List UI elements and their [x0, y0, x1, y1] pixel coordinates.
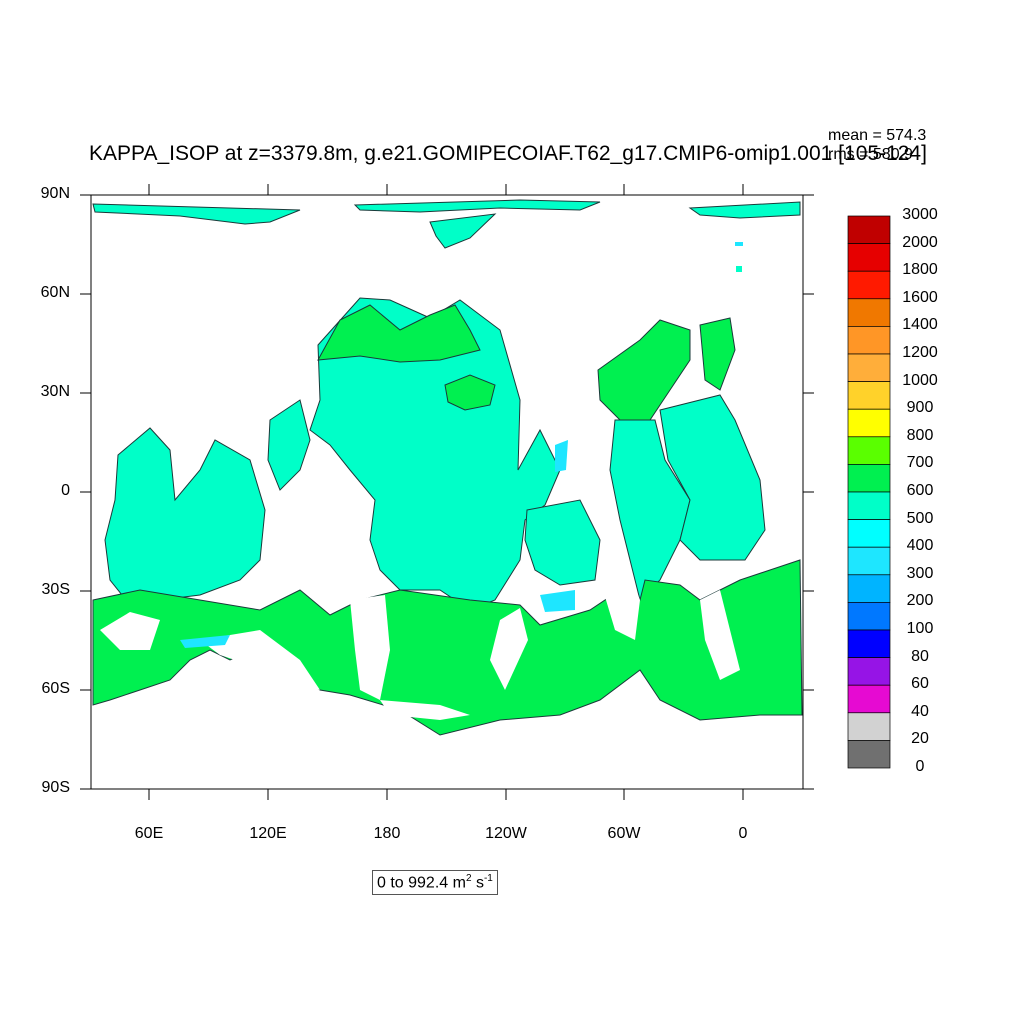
colorbar-label: 1000 [902, 371, 938, 389]
colorbar [847, 215, 891, 769]
colorbar-box [847, 712, 891, 741]
arctic-ocean [429, 213, 497, 249]
colorbar-box [847, 298, 891, 327]
coastal-band [540, 590, 575, 612]
arctic-ocean [92, 203, 301, 225]
colorbar-box [847, 740, 891, 769]
colorbar-box [847, 215, 891, 244]
colorbar-box [847, 464, 891, 493]
lon-label: 120E [249, 825, 287, 842]
north-atlantic-green [597, 319, 691, 421]
land-gap [200, 630, 320, 690]
colorbar-label: 100 [906, 620, 934, 637]
range-sup: 2 [465, 873, 472, 884]
lat-label: 90N [40, 185, 70, 202]
lat-label: 30N [40, 383, 70, 400]
lon-label: 60E [134, 825, 164, 842]
land-gap [600, 560, 640, 640]
colorbar-label: 1400 [902, 316, 938, 334]
colorbar-label: 3000 [902, 206, 938, 223]
range-mid: s [471, 874, 484, 892]
colorbar-label: 900 [906, 399, 934, 417]
land-gap [490, 608, 528, 690]
range-sup: -1 [483, 873, 493, 884]
lat-label: 30S [41, 581, 70, 598]
colorbar-box [847, 381, 891, 410]
colorbar-box [847, 629, 891, 658]
range-text: 0 to 992.4 m [377, 874, 466, 892]
colorbar-label: 80 [911, 647, 929, 665]
colorbar-box [847, 270, 891, 300]
colorbar-label: 700 [906, 454, 934, 472]
colorbar-box [847, 408, 891, 438]
colorbar-label: 500 [906, 509, 934, 527]
atlantic-ocean [659, 394, 766, 561]
colorbar-label: 1200 [902, 344, 938, 361]
colorbar-label: 300 [906, 564, 934, 582]
mean-stat: mean = 574.3 [828, 127, 927, 144]
arctic-ocean [353, 199, 601, 213]
land-gap [100, 612, 160, 650]
lat-label: 0 [61, 482, 70, 499]
west-pacific-ocean [267, 399, 311, 491]
colorbar-label: 40 [911, 702, 929, 720]
colorbar-label: 2000 [902, 233, 938, 251]
map-plot [91, 195, 803, 789]
colorbar-label: 20 [911, 730, 929, 748]
coastal-dot [735, 242, 743, 246]
lon-label: 60W [607, 825, 641, 842]
land-gap [350, 595, 390, 700]
colorbar-label: 400 [906, 537, 934, 555]
range-box: 0 to 992.4 m2 s-1 [372, 870, 498, 896]
colorbar-label: 1800 [902, 261, 938, 279]
lat-label: 90S [41, 779, 70, 796]
colorbar-box [847, 602, 891, 631]
colorbar-label: 1600 [902, 288, 938, 306]
pacific-green-patch [444, 374, 496, 411]
land-gap [700, 590, 740, 680]
arctic-ocean [688, 201, 801, 219]
lon-label: 0 [738, 825, 748, 842]
north-pacific-green [317, 304, 481, 363]
colorbar-label: 0 [915, 758, 925, 775]
lat-label: 60S [41, 680, 70, 697]
colorbar-box [847, 684, 891, 714]
coastal-band [555, 440, 568, 472]
lon-label: 120W [485, 825, 527, 842]
colorbar-box [847, 519, 891, 548]
south-atlantic-ocean [524, 499, 601, 586]
colorbar-box [847, 546, 891, 576]
map-title: KAPPA_ISOP at z=3379.8m, g.e21.GOMIPECOI… [89, 142, 927, 165]
colorbar-box [847, 353, 891, 382]
axis-ticks [80, 184, 814, 800]
colorbar-box [847, 436, 891, 465]
lon-label: 180 [373, 825, 401, 842]
colorbar-box [847, 574, 891, 603]
indian-ocean [104, 427, 266, 606]
colorbar-box [847, 243, 891, 272]
colorbar-label: 200 [906, 592, 934, 610]
land-gap [380, 700, 470, 720]
north-atlantic-green [699, 317, 736, 391]
pacific-ocean [309, 297, 561, 611]
colorbar-box [847, 491, 891, 520]
colorbar-box [847, 657, 891, 686]
colorbar-label: 600 [906, 482, 934, 499]
colorbar-label: 800 [906, 426, 934, 444]
colorbar-box [847, 326, 891, 355]
coastal-band [180, 635, 230, 648]
rms-stat: rms = 580.9 [828, 146, 913, 163]
colorbar-label: 60 [911, 675, 929, 693]
coastal-dot [736, 266, 742, 272]
lat-label: 60N [40, 284, 70, 301]
atlantic-ocean [609, 419, 691, 601]
